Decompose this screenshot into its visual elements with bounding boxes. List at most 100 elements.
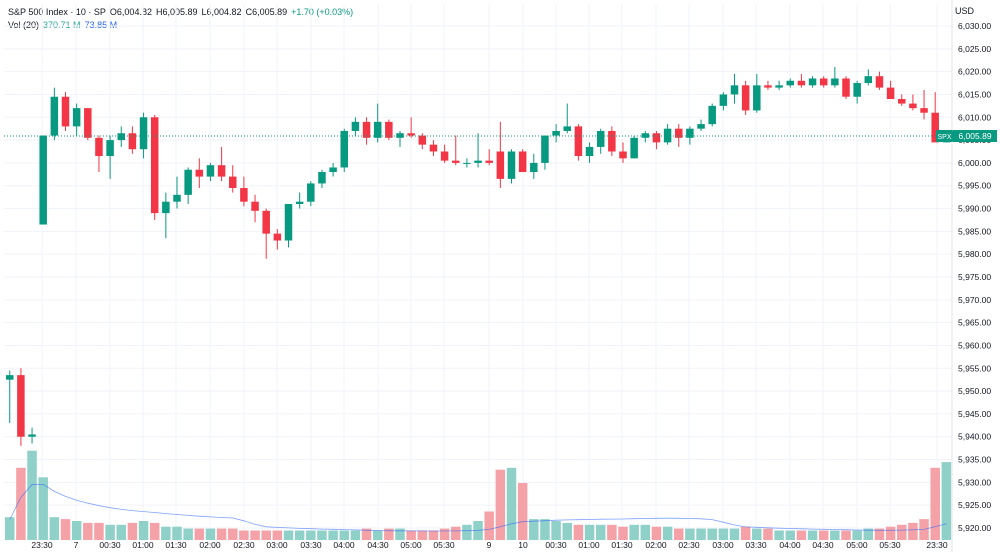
volume-bar — [372, 530, 383, 540]
candle-body — [563, 126, 571, 131]
volume-bar — [194, 528, 205, 540]
candle-body — [128, 133, 137, 150]
volume-bar — [250, 530, 260, 540]
candle-body — [17, 375, 25, 437]
candle-body — [307, 183, 315, 202]
volume-bar — [239, 530, 249, 540]
price-tick-label: 5,940.00 — [958, 432, 991, 442]
candle-body — [284, 203, 293, 241]
time-tick-label: 7 — [74, 540, 79, 550]
candle-body — [229, 176, 237, 189]
candle-body — [362, 121, 371, 138]
price-tick-label: 5,945.00 — [958, 409, 991, 419]
volume-bar — [863, 528, 874, 540]
time-tick-label: 04:30 — [812, 540, 834, 550]
price-tick-label: 6,020.00 — [958, 67, 991, 77]
candle-body — [474, 160, 482, 163]
ticker-label: SPX — [937, 134, 951, 141]
volume-bar — [640, 524, 651, 540]
volume-bar — [94, 522, 104, 540]
time-tick-label: 01:30 — [611, 540, 633, 550]
candle-body — [61, 96, 70, 127]
candle-body — [797, 80, 806, 86]
volume-bar — [740, 526, 751, 540]
volume-bar — [149, 522, 160, 540]
candle-body — [340, 130, 348, 168]
volume-bar — [138, 521, 149, 540]
candle-body — [485, 160, 493, 163]
candle-body — [530, 162, 538, 173]
volume-bar — [551, 521, 561, 540]
volume-bar — [406, 530, 416, 540]
candle-body — [753, 85, 761, 111]
candle-body — [396, 133, 404, 138]
time-tick-label: 04:00 — [333, 540, 355, 550]
low-value: 6,004.82 — [206, 7, 242, 17]
volume-bar — [317, 530, 327, 540]
last-price-badge — [953, 130, 997, 143]
volume-bar — [763, 528, 773, 540]
open-value: 6,004.82 — [116, 7, 152, 17]
volume-label[interactable]: Vol (20) — [8, 20, 40, 30]
time-tick-label: 04:00 — [779, 540, 801, 550]
time-tick-label: 03:00 — [712, 540, 734, 550]
price-tick-label: 5,990.00 — [958, 204, 991, 214]
volume-ma-polyline — [9, 483, 947, 532]
time-axis: 23:30 7 00:30 01:00 01:30 02:00 02:30 03:00 03:3… — [31, 540, 948, 550]
volume-bar — [272, 530, 283, 540]
candle-body — [240, 188, 248, 202]
volume-bar — [529, 519, 539, 540]
close-value: 6,005.89 — [252, 7, 288, 17]
time-tick-label: 01:00 — [132, 540, 154, 550]
time-tick-label: 23:30 — [31, 540, 53, 550]
volume-bar — [428, 530, 439, 540]
low-label: L — [201, 7, 207, 17]
last-price-marker: SPX 6,005.89 — [4, 130, 997, 143]
currency-label[interactable]: USD — [954, 6, 974, 16]
candle-body — [39, 135, 47, 225]
volume-bar — [830, 530, 840, 540]
candle-body — [585, 146, 594, 157]
symbol-title[interactable]: S&P 500 Index · 10 · SP — [8, 7, 106, 17]
volume-bar — [629, 524, 639, 540]
volume-bar — [306, 530, 316, 540]
candle-body — [886, 87, 895, 100]
candle-body — [663, 128, 672, 143]
volume-bar — [205, 528, 216, 540]
candle-body — [139, 117, 148, 150]
volume-bar — [216, 528, 227, 540]
volume-bars — [5, 450, 952, 540]
price-tick-label: 6,000.00 — [958, 158, 991, 168]
candle-body — [898, 99, 906, 104]
chart-legend: S&P 500 Index · 10 · SP O 6,004.82 H 6,005… — [8, 6, 353, 32]
candle-body — [786, 80, 794, 86]
volume-bar — [228, 528, 238, 540]
candle-body — [708, 105, 716, 125]
price-tick-label: 5,920.00 — [958, 523, 991, 533]
candle-body — [72, 108, 81, 127]
volume-bar — [651, 526, 662, 540]
time-tick-label: 03:30 — [300, 540, 322, 550]
volume-bar — [361, 528, 372, 540]
volume-bar — [5, 517, 15, 540]
volume-ma-line — [9, 483, 947, 532]
candle-body — [262, 210, 270, 234]
candle-body — [496, 151, 505, 179]
volume-bar — [506, 467, 517, 540]
candle-body — [206, 165, 215, 177]
volume-bar — [451, 526, 461, 540]
candle-body — [373, 121, 382, 138]
volume-bar — [384, 528, 394, 540]
volume-bar — [618, 526, 628, 540]
time-tick-label: 03:30 — [745, 540, 767, 550]
volume-bar — [328, 530, 338, 540]
time-tick-label: 10 — [518, 540, 528, 550]
candle-body — [385, 121, 393, 138]
candle-body — [619, 151, 627, 159]
candle-body — [808, 78, 817, 86]
change-value: +1.70 (+0.03%) — [291, 7, 354, 17]
volume-bar — [573, 524, 584, 540]
candle-body — [162, 201, 170, 214]
time-tick-label: 23:30 — [926, 540, 948, 550]
